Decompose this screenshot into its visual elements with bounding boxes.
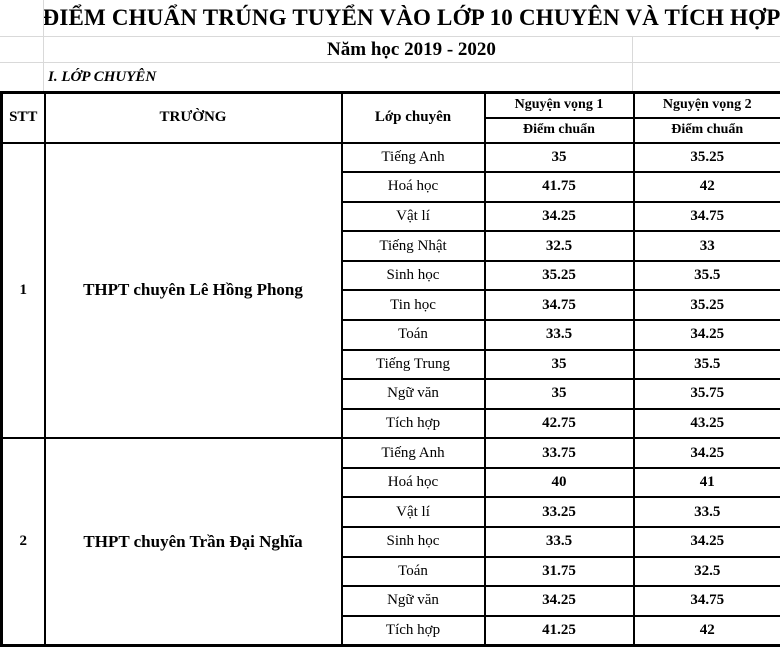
nv1-score-cell: 35 (483, 141, 635, 174)
table-row: Vật lí 33.25 33.5 (2, 496, 780, 529)
subject-cell: Ngữ văn (340, 585, 486, 617)
subject-cell: Sinh học (340, 526, 486, 558)
header-school: TRƯỜNG (43, 91, 343, 144)
nv1-score-cell: 32.5 (483, 230, 635, 262)
nv2-score-cell: 41 (632, 466, 780, 499)
table-row: Toán 33.5 34.25 (2, 318, 780, 351)
stt-cell: 2 (0, 437, 46, 647)
subject-cell: Vật lí (340, 496, 486, 529)
subject-cell: Tiếng Anh (340, 141, 486, 174)
table-row: Ngữ văn 35 35.75 (2, 378, 780, 410)
header-nv2: Nguyện vọng 2 (632, 91, 780, 119)
header-nv1: Nguyện vọng 1 (483, 91, 635, 119)
header-nv1-score: Điểm chuẩn (483, 116, 635, 144)
section-heading: I. LỚP CHUYÊN (48, 68, 157, 85)
nv2-score-cell: 35.25 (632, 141, 780, 174)
nv1-score-cell: 35 (483, 378, 635, 410)
table-row: Tích hợp 42.75 43.25 (2, 407, 780, 440)
nv1-score-cell: 33.5 (483, 526, 635, 558)
subject-cell: Sinh học (340, 259, 486, 292)
nv2-score-cell: 35.5 (632, 348, 780, 381)
nv2-score-cell: 35.75 (632, 378, 780, 410)
subject-cell: Hoá học (340, 466, 486, 499)
subject-cell: Tích hợp (340, 614, 486, 647)
table-row: Tin học 34.75 35.25 (2, 289, 780, 321)
table-row: Vật lí 34.25 34.75 (2, 200, 780, 233)
nv1-score-cell: 34.25 (483, 200, 635, 233)
nv2-score-cell: 35.25 (632, 289, 780, 321)
stt-cell: 1 (0, 141, 46, 440)
table-row: Hoá học 40 41 (2, 466, 780, 499)
school-name-cell: THPT chuyên Lê Hồng Phong (43, 141, 343, 440)
table-row: Tiếng Nhật 32.5 33 (2, 230, 780, 262)
page-title: ĐIỂM CHUẨN TRÚNG TUYỂN VÀO LỚP 10 CHUYÊN… (0, 0, 780, 37)
table-row: Toán 31.75 32.5 (2, 555, 780, 588)
nv2-score-cell: 32.5 (632, 555, 780, 588)
subject-cell: Ngữ văn (340, 378, 486, 410)
nv1-score-cell: 33.25 (483, 496, 635, 529)
nv2-score-cell: 34.25 (632, 526, 780, 558)
nv2-score-cell: 42 (632, 614, 780, 647)
header-subject: Lớp chuyên (340, 91, 486, 144)
table-row: Tích hợp 41.25 42 (2, 614, 780, 647)
nv1-score-cell: 41.25 (483, 614, 635, 647)
subject-cell: Vật lí (340, 200, 486, 233)
nv2-score-cell: 34.25 (632, 318, 780, 351)
nv2-score-cell: 34.25 (632, 437, 780, 469)
nv1-score-cell: 33.5 (483, 318, 635, 351)
subject-cell: Toán (340, 318, 486, 351)
nv2-score-cell: 35.5 (632, 259, 780, 292)
subject-cell: Hoá học (340, 171, 486, 203)
school-name-cell: THPT chuyên Trần Đại Nghĩa (43, 437, 343, 647)
score-table: STT TRƯỜNG Lớp chuyên Nguyện vọng 1 Nguy… (0, 91, 780, 647)
nv1-score-cell: 41.75 (483, 171, 635, 203)
header-nv2-score: Điểm chuẩn (632, 116, 780, 144)
table-row: Sinh học 35.25 35.5 (2, 259, 780, 292)
table-row: 2 THPT chuyên Trần Đại Nghĩa Tiếng Anh 33.7… (0, 437, 780, 647)
nv2-score-cell: 42 (632, 171, 780, 203)
gridline (43, 0, 44, 91)
nv2-score-cell: 34.75 (632, 200, 780, 233)
nv1-score-cell: 40 (483, 466, 635, 499)
nv1-score-cell: 34.75 (483, 289, 635, 321)
subject-cell: Toán (340, 555, 486, 588)
table-row: Tiếng Trung 35 35.5 (2, 348, 780, 381)
nv1-score-cell: 42.75 (483, 407, 635, 440)
table-body: 1 THPT chuyên Lê Hồng Phong Tiếng Anh 35 35.… (0, 141, 780, 647)
subject-cell: Tin học (340, 289, 486, 321)
table-header: STT TRƯỜNG Lớp chuyên Nguyện vọng 1 Nguy… (0, 91, 780, 144)
sheet-header-area: ĐIỂM CHUẨN TRÚNG TUYỂN VÀO LỚP 10 CHUYÊN… (0, 0, 780, 91)
nv1-score-cell: 33.75 (483, 437, 635, 469)
subject-cell: Tiếng Anh (340, 437, 486, 469)
subject-cell: Tiếng Nhật (340, 230, 486, 262)
nv2-score-cell: 33 (632, 230, 780, 262)
nv2-score-cell: 33.5 (632, 496, 780, 529)
nv1-score-cell: 35 (483, 348, 635, 381)
subject-cell: Tiếng Trung (340, 348, 486, 381)
nv2-score-cell: 43.25 (632, 407, 780, 440)
table-row: 1 THPT chuyên Lê Hồng Phong Tiếng Anh 35 35.… (0, 141, 780, 440)
table-row: Sinh học 33.5 34.25 (2, 526, 780, 558)
subject-cell: Tích hợp (340, 407, 486, 440)
nv1-score-cell: 34.25 (483, 585, 635, 617)
header-stt: STT (0, 91, 46, 144)
nv1-score-cell: 31.75 (483, 555, 635, 588)
nv1-score-cell: 35.25 (483, 259, 635, 292)
gridline (632, 37, 633, 91)
table-row: Ngữ văn 34.25 34.75 (2, 585, 780, 617)
nv2-score-cell: 34.75 (632, 585, 780, 617)
page-subtitle: Năm học 2019 - 2020 (0, 37, 780, 63)
